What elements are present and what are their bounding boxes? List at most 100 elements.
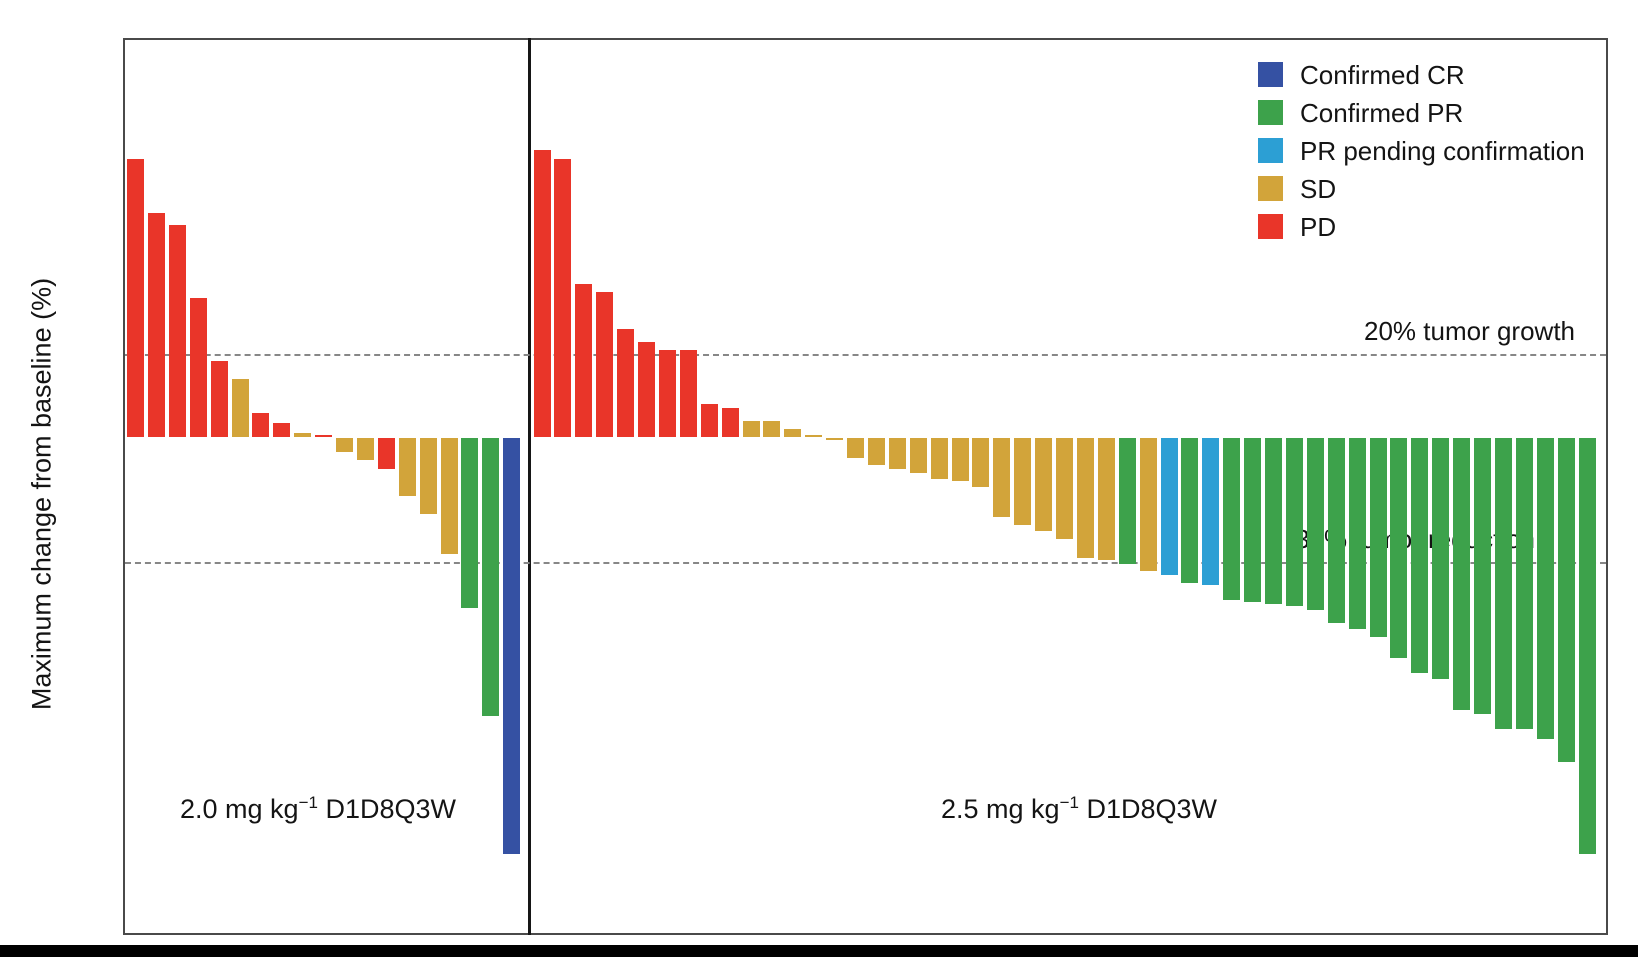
legend: Confirmed CR Confirmed PR PR pending confi…	[1258, 60, 1618, 262]
bar-SD	[867, 437, 885, 465]
bar-PD	[315, 435, 333, 438]
bar-PD	[273, 422, 291, 438]
bar-SD	[847, 437, 864, 459]
bar-PR	[1285, 437, 1303, 607]
bar-PR	[1578, 437, 1596, 854]
bar-PD	[658, 350, 676, 438]
reference-line-20pct	[125, 354, 1606, 356]
bar-SD	[1139, 437, 1157, 571]
bar-SD	[440, 437, 458, 554]
bar-PD	[700, 404, 718, 438]
bar-PD	[147, 212, 165, 438]
bar-PR	[1536, 437, 1554, 740]
caption-superscript: −1	[1059, 793, 1079, 812]
legend-label: SD	[1300, 174, 1337, 204]
panel-caption-2_5mg: 2.5 mg kg−1 D1D8Q3W	[941, 793, 1217, 825]
bar-SD	[972, 437, 990, 488]
bar-PR	[1118, 437, 1136, 565]
bar-CR	[503, 437, 521, 854]
caption-text: D1D8Q3W	[1078, 794, 1217, 824]
legend-label: PR pending confirmation	[1300, 136, 1585, 166]
legend-label: Confirmed CR	[1300, 60, 1465, 90]
bar-PR	[1223, 437, 1241, 600]
legend-swatch-CR	[1258, 62, 1283, 87]
panel-caption-2_0mg: 2.0 mg kg−1 D1D8Q3W	[180, 793, 456, 825]
bar-PR	[1369, 437, 1387, 638]
legend-swatch-PD	[1258, 214, 1283, 239]
legend-item-SD: SD	[1258, 174, 1618, 204]
bar-PR	[1453, 437, 1471, 711]
legend-item-PD: PD	[1258, 212, 1618, 242]
legend-swatch-PR	[1258, 100, 1283, 125]
bar-PR	[1181, 437, 1199, 584]
bar-SD	[1035, 437, 1053, 532]
bar-PR	[1327, 437, 1345, 623]
bar-PR	[461, 437, 479, 609]
legend-swatch-SD	[1258, 176, 1283, 201]
bar-PD	[596, 291, 614, 438]
bar-PR	[1244, 437, 1262, 602]
bottom-strip	[0, 945, 1638, 957]
bar-PD	[189, 298, 207, 438]
bar-PD	[638, 341, 655, 438]
bar-PD	[127, 158, 144, 438]
bar-SD	[930, 437, 948, 480]
bar-SD	[356, 437, 374, 461]
bar-SD	[1014, 437, 1032, 525]
label-20pct-tumor-growth: 20% tumor growth	[1364, 316, 1575, 346]
bar-SD	[1056, 437, 1073, 540]
bar-SD	[294, 433, 312, 438]
bar-PR	[1432, 437, 1450, 679]
bar-PD	[575, 283, 593, 438]
bar-SD	[805, 435, 823, 438]
bar-PR	[1390, 437, 1408, 659]
bar-SD	[336, 437, 353, 453]
bar-SD	[231, 379, 249, 438]
y-axis-tick-labels: 806040200−20−40−60−80−100	[0, 0, 113, 957]
bar-SD	[742, 420, 760, 438]
bar-PD	[533, 150, 551, 438]
bar-PD	[377, 437, 395, 469]
bar-PD	[721, 408, 739, 438]
bar-PR	[1306, 437, 1324, 611]
caption-superscript: −1	[298, 793, 318, 812]
legend-item-PRpending: PR pending confirmation	[1258, 136, 1618, 166]
bar-PD	[210, 360, 228, 438]
legend-swatch-PRpending	[1258, 138, 1283, 163]
bar-SD	[826, 437, 844, 440]
bar-SD	[1097, 437, 1115, 561]
bar-PD	[617, 329, 635, 438]
bar-PR	[482, 437, 500, 717]
bar-PD	[252, 412, 270, 438]
bar-PR	[1411, 437, 1429, 673]
bar-SD	[888, 437, 906, 469]
caption-text: 2.5 mg kg	[941, 794, 1060, 824]
legend-item-CR: Confirmed CR	[1258, 60, 1618, 90]
bar-SD	[951, 437, 969, 482]
bar-PR	[1557, 437, 1575, 763]
bar-PR	[1494, 437, 1512, 729]
panel-divider	[528, 38, 531, 935]
legend-label: PD	[1300, 212, 1337, 242]
bar-SD	[993, 437, 1011, 517]
bar-SD	[398, 437, 416, 496]
bar-PRpending	[1160, 437, 1178, 575]
bar-PD	[168, 225, 186, 438]
caption-text: 2.0 mg kg	[180, 794, 299, 824]
bar-SD	[1076, 437, 1094, 559]
caption-text: D1D8Q3W	[317, 794, 456, 824]
bar-SD	[763, 420, 781, 438]
reference-line-minus30pct	[125, 562, 1606, 564]
bar-PR	[1474, 437, 1491, 715]
bar-SD	[909, 437, 927, 473]
bar-PD	[554, 158, 572, 438]
legend-item-PR: Confirmed PR	[1258, 98, 1618, 128]
bar-SD	[784, 429, 802, 438]
legend-label: Confirmed PR	[1300, 98, 1464, 128]
bar-PR	[1515, 437, 1533, 729]
bar-SD	[419, 437, 437, 515]
bar-PD	[679, 350, 697, 438]
bar-PRpending	[1202, 437, 1220, 586]
bar-PR	[1348, 437, 1366, 629]
